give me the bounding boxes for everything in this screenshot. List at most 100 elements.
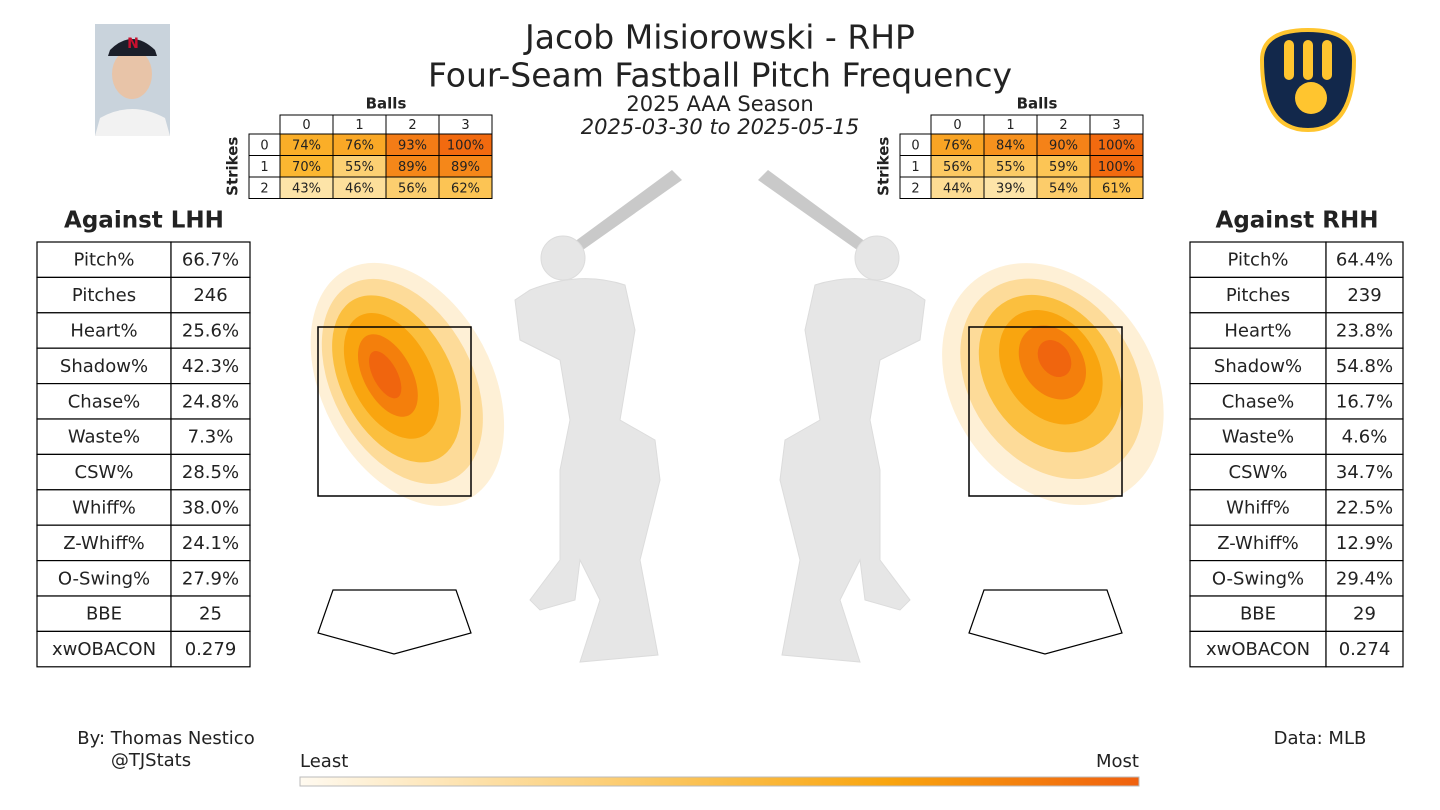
stat-name-cell [1189, 595, 1327, 633]
columns-title: Balls [366, 95, 407, 113]
stat-name: Chase% [68, 391, 141, 412]
column-label: 1 [355, 118, 363, 133]
stat-name: CSW% [1229, 462, 1288, 483]
count-value: 89% [398, 160, 427, 175]
stat-value: 64.4% [1336, 250, 1393, 271]
stat-name-cell [1189, 276, 1327, 314]
stat-value-cell [1325, 595, 1404, 633]
stat-value-cell [170, 489, 251, 526]
stat-value-cell [1325, 312, 1404, 349]
stat-value-cell [1325, 630, 1404, 668]
count-value: 59% [1049, 160, 1078, 175]
stat-value: 27.9% [182, 568, 239, 589]
stat-name: Shadow% [1214, 356, 1302, 377]
stat-name: Pitches [1226, 285, 1290, 306]
stat-name: Z-Whiff% [1217, 533, 1299, 554]
column-label: 3 [1112, 118, 1120, 133]
team-logo [1259, 27, 1357, 133]
stat-name: O-Swing% [1212, 568, 1304, 589]
stat-name: Z-Whiff% [63, 533, 145, 554]
count-value: 89% [451, 160, 480, 175]
stat-value: 12.9% [1336, 533, 1393, 554]
count-value: 39% [996, 181, 1025, 196]
count-value: 56% [943, 160, 972, 175]
stat-name-cell [36, 595, 172, 633]
stat-value: 24.1% [182, 533, 239, 554]
strike-zone-left [317, 326, 472, 497]
stat-name-cell [36, 312, 172, 349]
count-value: 55% [345, 160, 374, 175]
stat-value: 23.8% [1336, 321, 1393, 342]
stat-value: 29 [1353, 604, 1376, 625]
count-value: 100% [1098, 138, 1135, 153]
stat-value-cell [170, 524, 251, 562]
column-label: 0 [953, 118, 961, 133]
title: Jacob Misiorowski - RHP [523, 18, 915, 57]
stat-name-cell [1189, 524, 1327, 562]
stat-value-cell [170, 559, 251, 597]
row-label: 1 [260, 160, 268, 175]
count-value: 70% [292, 160, 321, 175]
column-label: 0 [302, 118, 310, 133]
stat-name-cell [36, 453, 172, 491]
stat-name: Shadow% [60, 356, 148, 377]
stat-value-cell [170, 418, 251, 456]
stat-value: 54.8% [1336, 356, 1393, 377]
stat-name-cell [36, 630, 172, 668]
stat-value: 239 [1347, 285, 1381, 306]
count-value: 100% [1098, 160, 1135, 175]
stat-value: 246 [193, 285, 227, 306]
stat-name-cell [36, 524, 172, 562]
stat-name: O-Swing% [58, 568, 150, 589]
stat-name: Pitch% [74, 250, 135, 271]
subtitle: Four-Seam Fastball Pitch Frequency [428, 56, 1012, 95]
stat-value: 25 [199, 604, 222, 625]
handle: @TJStats [111, 750, 191, 771]
stat-name: xwOBACON [52, 639, 156, 660]
row-label: 2 [260, 181, 268, 196]
count-value: 90% [1049, 138, 1078, 153]
stat-name: Waste% [68, 427, 140, 448]
rows-title: Strikes [224, 137, 242, 196]
count-value: 44% [943, 181, 972, 196]
stat-name: BBE [1240, 604, 1276, 625]
stat-value: 16.7% [1336, 391, 1393, 412]
stat-name-cell [36, 276, 172, 314]
stat-value: 4.6% [1342, 427, 1388, 448]
strike-zone-right [968, 326, 1123, 497]
count-value: 74% [292, 138, 321, 153]
stat-value-cell [170, 630, 251, 668]
rows-title: Strikes [875, 137, 893, 196]
stat-value-cell [170, 453, 251, 491]
stat-name-cell [1189, 418, 1327, 456]
data-source: Data: MLB [1274, 728, 1367, 749]
count-value: 61% [1102, 181, 1131, 196]
legend-low: Least [300, 751, 348, 772]
column-label: 1 [1006, 118, 1014, 133]
svg-text:N: N [127, 36, 139, 52]
stat-value: 29.4% [1336, 568, 1393, 589]
stat-value: 0.274 [1339, 639, 1391, 660]
player-headshot: N [95, 24, 170, 136]
stat-table-title: Against RHH [1216, 208, 1379, 234]
date-range: 2025-03-30 to 2025-05-15 [581, 115, 860, 139]
stat-value-cell [1325, 347, 1404, 385]
stat-name: Heart% [1224, 321, 1291, 342]
author: By: Thomas Nestico [77, 728, 254, 749]
stat-value: 7.3% [188, 427, 234, 448]
batter-silhouette-right [758, 170, 926, 663]
stat-name-cell [1189, 241, 1327, 279]
stat-value: 25.6% [182, 321, 239, 342]
stat-name-cell [36, 347, 172, 385]
stat-name-cell [36, 383, 172, 420]
row-label: 0 [260, 138, 268, 153]
stat-name: Pitch% [1228, 250, 1289, 271]
row-label: 0 [911, 138, 919, 153]
row-label: 1 [911, 160, 919, 175]
stat-value-cell [1325, 418, 1404, 456]
color-bar [299, 776, 1140, 787]
stat-value: 66.7% [182, 250, 239, 271]
stat-name: Heart% [70, 321, 137, 342]
stat-name: CSW% [75, 462, 134, 483]
count-value: 76% [345, 138, 374, 153]
